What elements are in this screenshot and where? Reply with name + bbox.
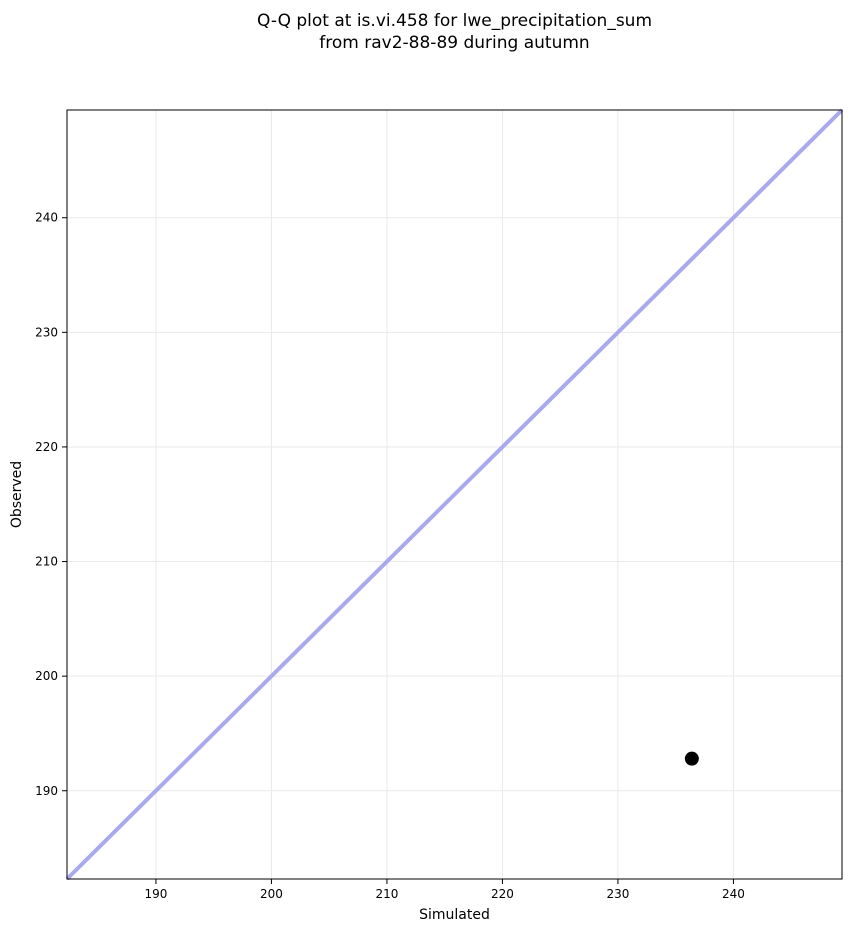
y-tick-label: 240: [35, 211, 58, 225]
x-tick-label: 240: [722, 887, 745, 901]
x-tick-label: 220: [491, 887, 514, 901]
x-tick-label: 230: [606, 887, 629, 901]
y-tick-label: 190: [35, 784, 58, 798]
grid-layer: [67, 110, 842, 879]
y-tick-label: 200: [35, 669, 58, 683]
y-axis-label: Observed: [9, 461, 25, 528]
plot-border: [66, 109, 843, 880]
x-tick-label: 190: [144, 887, 167, 901]
chart-title-line2: from rav2-88-89 during autumn: [319, 33, 589, 53]
x-axis-label: Simulated: [419, 907, 490, 923]
y-tick-label: 230: [35, 325, 58, 339]
chart-title-line1: Q-Q plot at is.vi.458 for lwe_precipitat…: [257, 11, 652, 31]
y-tick-label: 210: [35, 555, 58, 569]
data-point: [684, 751, 699, 766]
identity-line: [65, 108, 844, 881]
tick-layer: 190 200 210 220 230 240 190 200 210 220 230 240: [35, 211, 745, 901]
x-tick-label: 200: [260, 887, 283, 901]
series-layer: [65, 108, 844, 881]
x-tick-label: 210: [375, 887, 398, 901]
y-tick-label: 220: [35, 440, 58, 454]
